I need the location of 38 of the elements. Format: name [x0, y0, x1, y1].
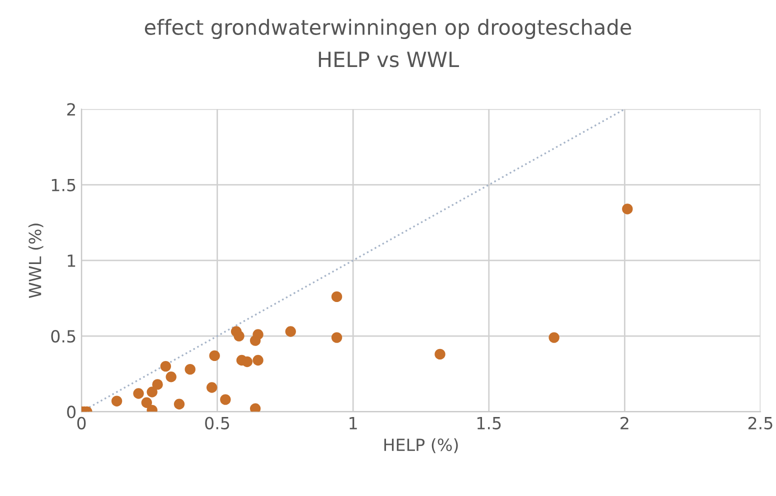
point [141, 397, 152, 408]
x-tick-label: 0 [77, 416, 86, 430]
point [252, 354, 264, 366]
point [174, 398, 185, 410]
point [234, 330, 244, 342]
chart-title: effect grondwaterwinningen op droogteschade [144, 18, 632, 40]
point [206, 382, 218, 393]
point [160, 360, 172, 372]
x-tick-label: 1 [350, 417, 357, 430]
x-tick-label: 2.5 [748, 416, 772, 430]
point [184, 364, 196, 375]
point [111, 396, 122, 406]
point [622, 204, 633, 214]
point [152, 379, 163, 390]
y-tick-label: 2 [67, 103, 75, 116]
point [166, 372, 176, 382]
point [133, 388, 144, 399]
y-tick-label: 0 [67, 406, 76, 418]
y-tick-label: 1 [68, 254, 76, 267]
y-axis-title: WWL (%) [28, 224, 44, 298]
y-tick-label: 0.5 [51, 330, 76, 343]
point [250, 403, 261, 412]
x-axis-title: HELP (%) [384, 438, 458, 454]
x-tick-label: 1.5 [477, 417, 501, 430]
point [242, 356, 253, 368]
point [220, 394, 231, 405]
point [331, 332, 342, 343]
point [548, 332, 560, 343]
chart-subtitle: HELP vs WWL [318, 52, 460, 68]
point [252, 329, 264, 340]
point [209, 350, 220, 362]
point [434, 348, 446, 360]
point [285, 326, 296, 337]
point [331, 291, 342, 302]
x-tick-label: 0.5 [205, 416, 230, 430]
x-tick-label: 2 [620, 416, 628, 430]
y-tick-label: 1.5 [52, 178, 76, 192]
point [146, 386, 158, 398]
